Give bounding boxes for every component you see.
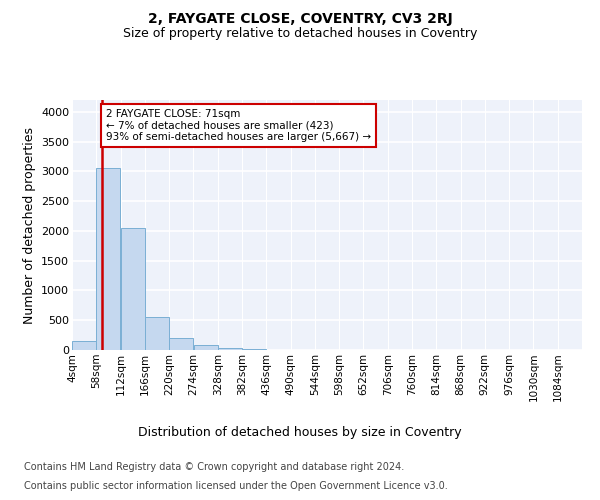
Bar bbox=[218, 348, 242, 350]
Text: Contains public sector information licensed under the Open Government Licence v3: Contains public sector information licen… bbox=[24, 481, 448, 491]
Text: Distribution of detached houses by size in Coventry: Distribution of detached houses by size … bbox=[138, 426, 462, 439]
Bar bbox=[97, 168, 121, 350]
Text: Size of property relative to detached houses in Coventry: Size of property relative to detached ho… bbox=[123, 28, 477, 40]
Text: 2 FAYGATE CLOSE: 71sqm
← 7% of detached houses are smaller (423)
93% of semi-det: 2 FAYGATE CLOSE: 71sqm ← 7% of detached … bbox=[106, 109, 371, 142]
Bar bbox=[194, 345, 218, 350]
Y-axis label: Number of detached properties: Number of detached properties bbox=[23, 126, 35, 324]
Bar bbox=[169, 338, 193, 350]
Bar bbox=[121, 228, 145, 350]
Bar bbox=[72, 341, 96, 350]
Text: 2, FAYGATE CLOSE, COVENTRY, CV3 2RJ: 2, FAYGATE CLOSE, COVENTRY, CV3 2RJ bbox=[148, 12, 452, 26]
Bar bbox=[145, 318, 169, 350]
Text: Contains HM Land Registry data © Crown copyright and database right 2024.: Contains HM Land Registry data © Crown c… bbox=[24, 462, 404, 472]
